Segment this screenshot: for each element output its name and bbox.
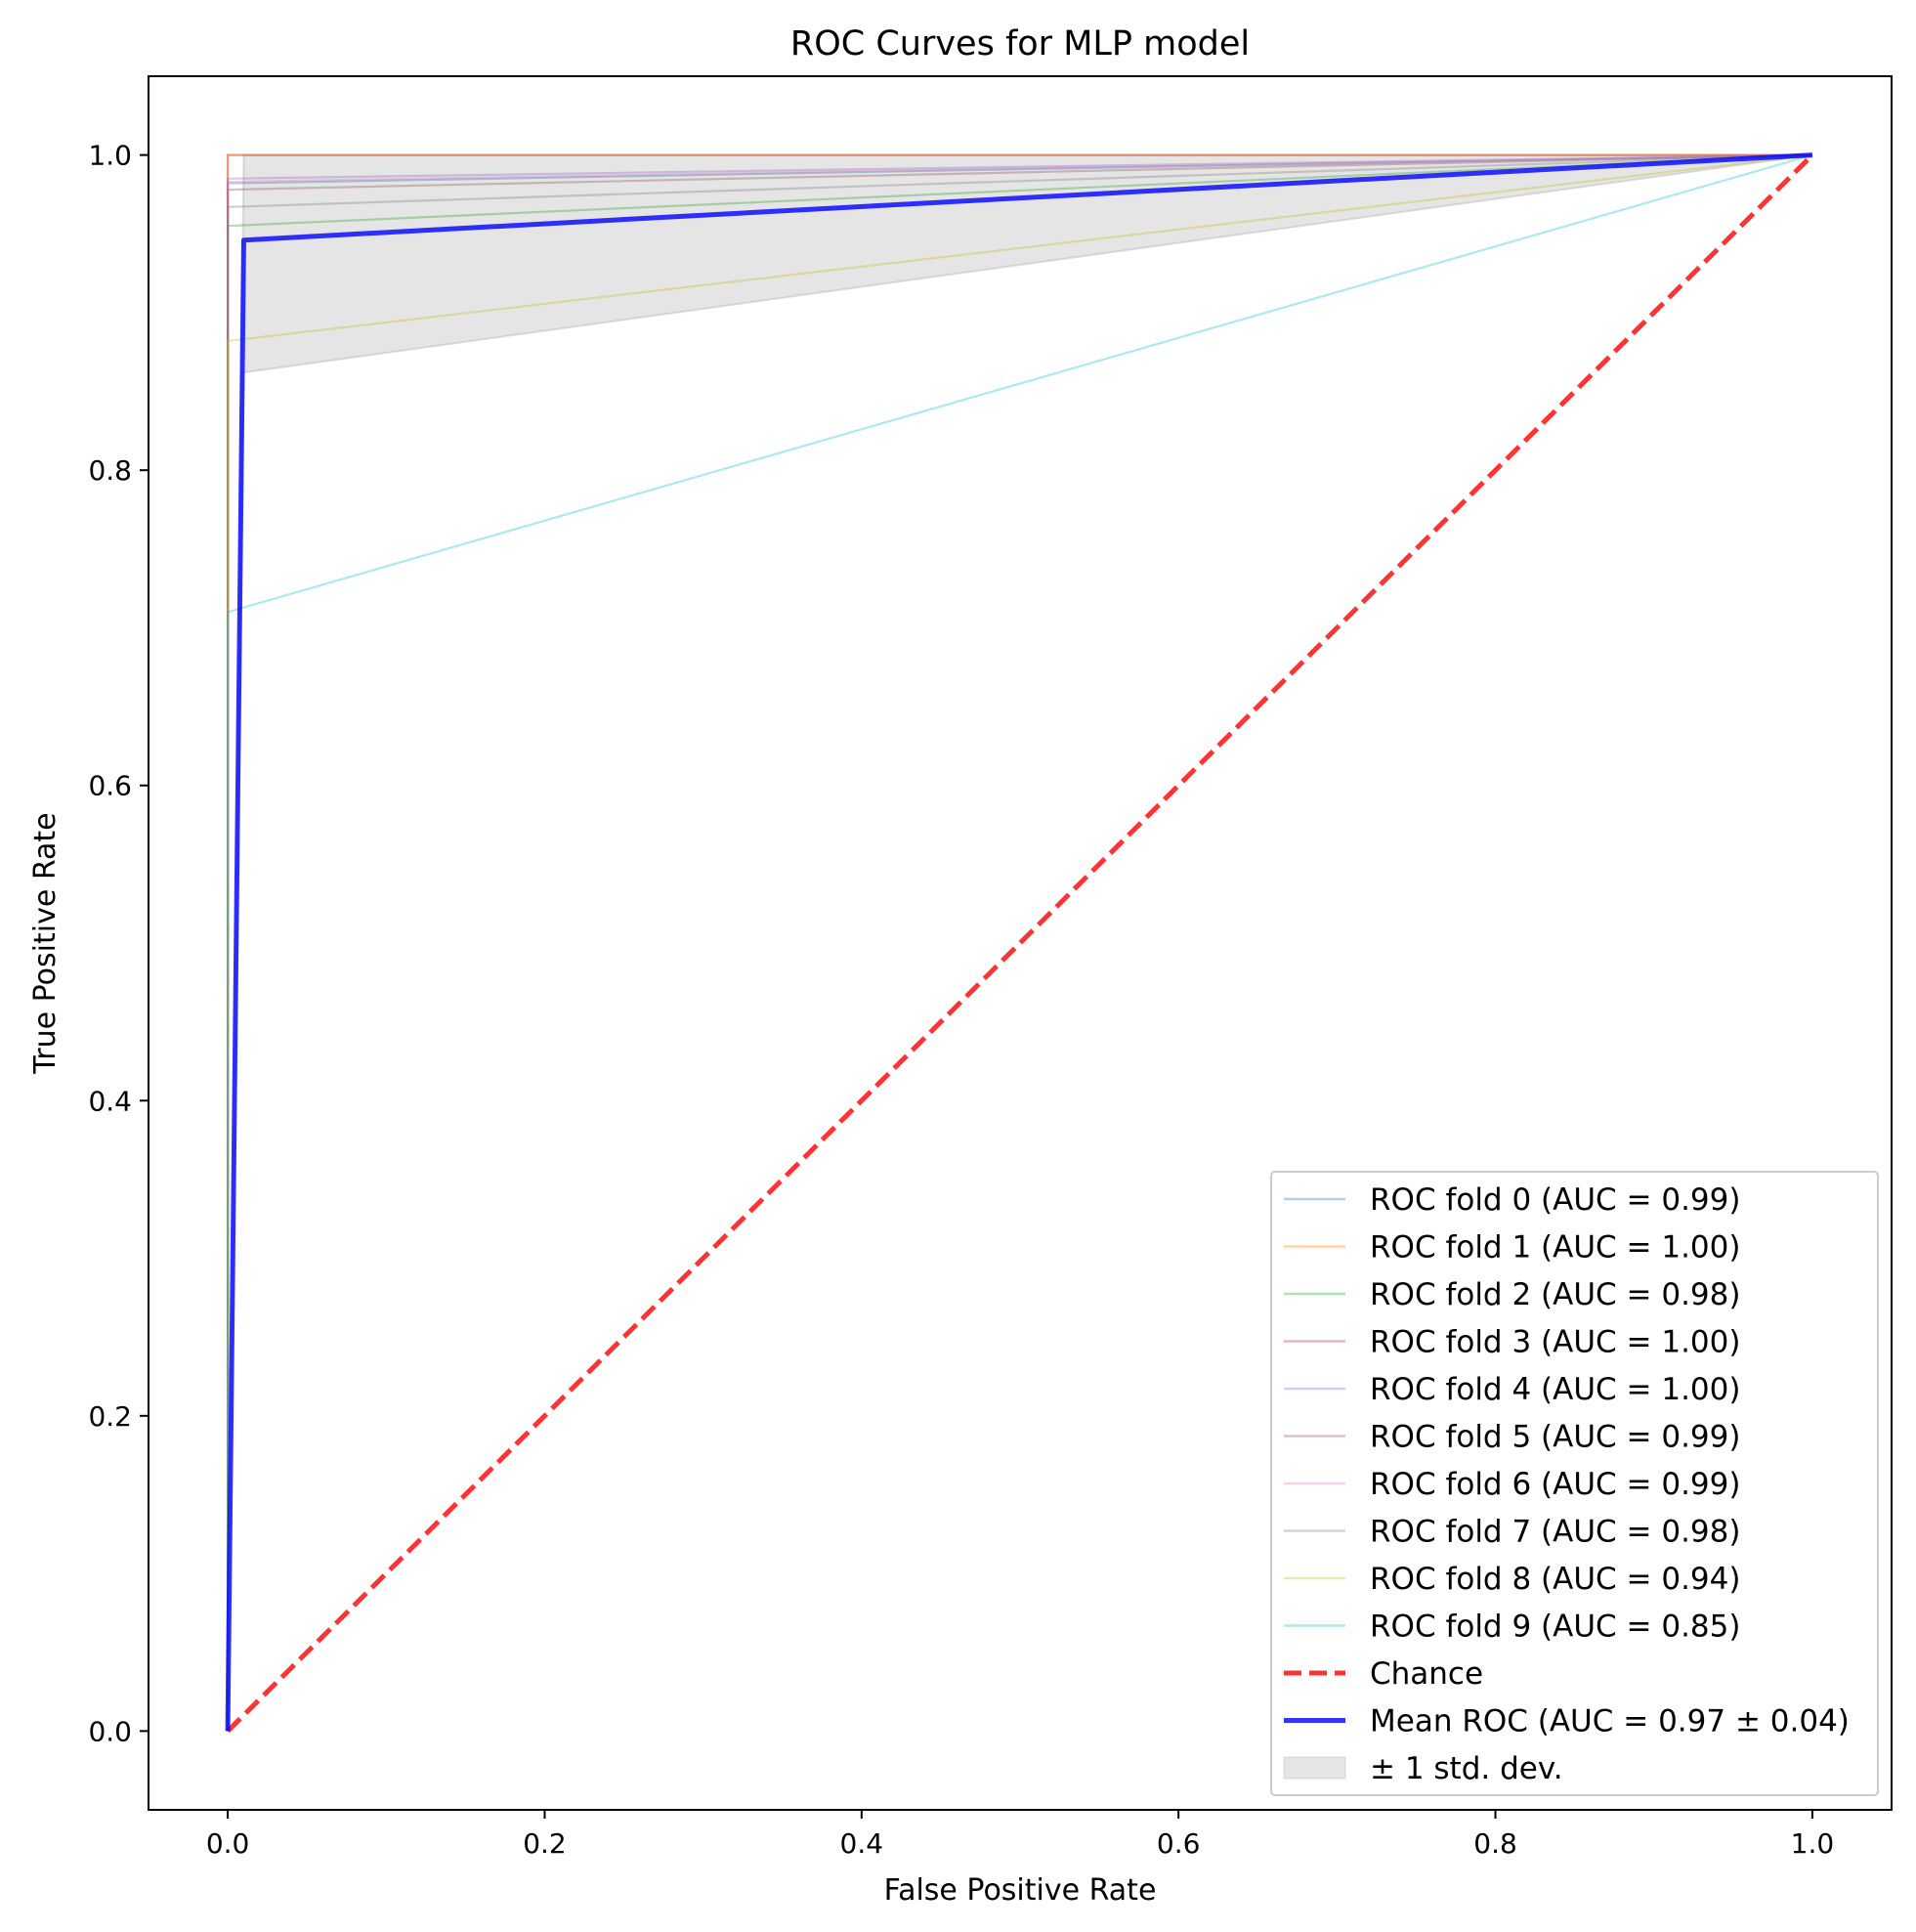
x-tick-label: 1.0 xyxy=(1791,1827,1835,1860)
legend-swatch-std-band xyxy=(1283,1756,1346,1780)
axis-ticks: 0.0 0.2 0.4 0.6 0.8 1.0 0.0 0.2 0.4 0.6 0.8 1.0 xyxy=(88,140,1834,1860)
legend-label: ROC fold 0 (AUC = 0.99) xyxy=(1370,1182,1740,1218)
legend-label: ROC fold 4 (AUC = 1.00) xyxy=(1370,1372,1740,1407)
roc-fold-9-line xyxy=(226,153,1813,1732)
legend-label: ± 1 std. dev. xyxy=(1370,1751,1563,1786)
roc-fold-7-line xyxy=(226,153,1812,1732)
y-tick-label: 0.8 xyxy=(88,454,132,487)
x-tick-label: 0.4 xyxy=(840,1827,884,1860)
legend-label: Mean ROC (AUC = 0.97 ± 0.04) xyxy=(1370,1704,1850,1739)
y-tick-label: 0.0 xyxy=(88,1715,132,1747)
y-axis-label: True Positive Rate xyxy=(28,812,63,1074)
roc-fold-2-line xyxy=(226,153,1812,1732)
roc-fold-1-line xyxy=(226,153,1812,1732)
legend-label: ROC fold 6 (AUC = 0.99) xyxy=(1370,1467,1740,1502)
y-tick-label: 0.6 xyxy=(88,770,132,802)
roc-fold-8-line xyxy=(226,153,1813,1732)
chart-title: ROC Curves for MLP model xyxy=(790,24,1250,64)
x-tick-label: 0.0 xyxy=(206,1827,250,1860)
chance-line xyxy=(226,152,1814,1734)
legend-label: ROC fold 7 (AUC = 0.98) xyxy=(1370,1515,1740,1550)
legend-box xyxy=(1270,1171,1879,1796)
y-tick-label: 0.4 xyxy=(88,1085,132,1117)
roc-fold-0-line xyxy=(226,153,1812,1732)
legend-label: ROC fold 3 (AUC = 1.00) xyxy=(1370,1325,1740,1360)
roc-fold-5-line xyxy=(226,153,1812,1732)
roc-fold-3-line xyxy=(226,153,1812,1732)
y-tick-label: 1.0 xyxy=(88,140,132,172)
roc-fold-4-line xyxy=(226,153,1812,1732)
plot-area xyxy=(225,152,1814,1734)
legend-label: ROC fold 8 (AUC = 0.94) xyxy=(1370,1562,1740,1597)
legend-label: ROC fold 1 (AUC = 1.00) xyxy=(1370,1230,1740,1266)
x-axis-label: False Positive Rate xyxy=(884,1873,1157,1908)
mean-roc-line xyxy=(225,152,1813,1732)
y-tick-label: 0.2 xyxy=(88,1400,132,1433)
axes-frame xyxy=(148,75,1893,1811)
legend-label: ROC fold 9 (AUC = 0.85) xyxy=(1370,1610,1740,1645)
roc-fold-6-line xyxy=(226,153,1812,1732)
x-tick-label: 0.8 xyxy=(1473,1827,1517,1860)
x-tick-label: 0.6 xyxy=(1157,1827,1201,1860)
x-tick-label: 0.2 xyxy=(523,1827,567,1860)
legend-label: ROC fold 2 (AUC = 0.98) xyxy=(1370,1277,1740,1312)
legend: ROC fold 0 (AUC = 0.99) ROC fold 1 (AUC =… xyxy=(1270,1171,1879,1796)
legend-label: ROC fold 5 (AUC = 0.99) xyxy=(1370,1420,1740,1455)
legend-label: Chance xyxy=(1370,1656,1483,1692)
